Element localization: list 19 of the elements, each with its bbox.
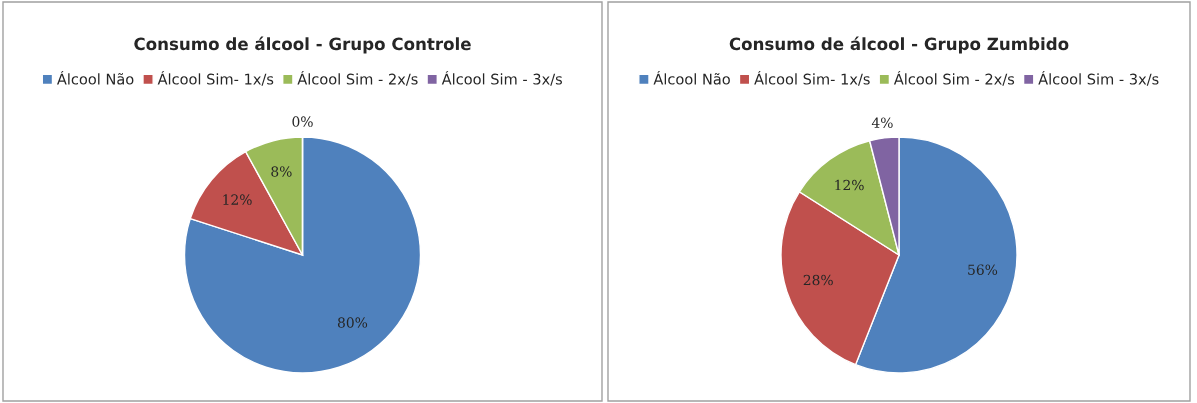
- legend-label: Álcool Sim- 1x/s: [754, 70, 870, 86]
- legend-label: Álcool Sim - 3x/s: [1038, 70, 1159, 86]
- chart-title: Consumo de álcool - Grupo Zumbido: [729, 36, 1069, 54]
- pie-slice: [183, 136, 422, 374]
- data-label: 28%: [803, 274, 833, 286]
- legend-label: Álcool Sim - 2x/s: [297, 70, 418, 86]
- data-label: 12%: [223, 194, 252, 205]
- legend-label: Álcool Não: [56, 70, 134, 85]
- legend-label: Álcool Sim - 2x/s: [893, 70, 1015, 86]
- data-label: 8%: [271, 166, 292, 177]
- chart-title: Consumo de álcool - Grupo Controle: [134, 36, 471, 54]
- data-label: 56%: [968, 264, 998, 275]
- legend-label: Álcool Não: [653, 70, 730, 85]
- legend-label: Álcool Sim- 1x/s: [157, 70, 274, 86]
- text: 0%: [292, 116, 313, 127]
- data-label: 80%: [337, 317, 368, 328]
- data-label: 12%: [835, 179, 864, 191]
- data-label: 4%: [871, 117, 893, 128]
- legend-label: Álcool Sim - 3x/s: [441, 70, 562, 86]
